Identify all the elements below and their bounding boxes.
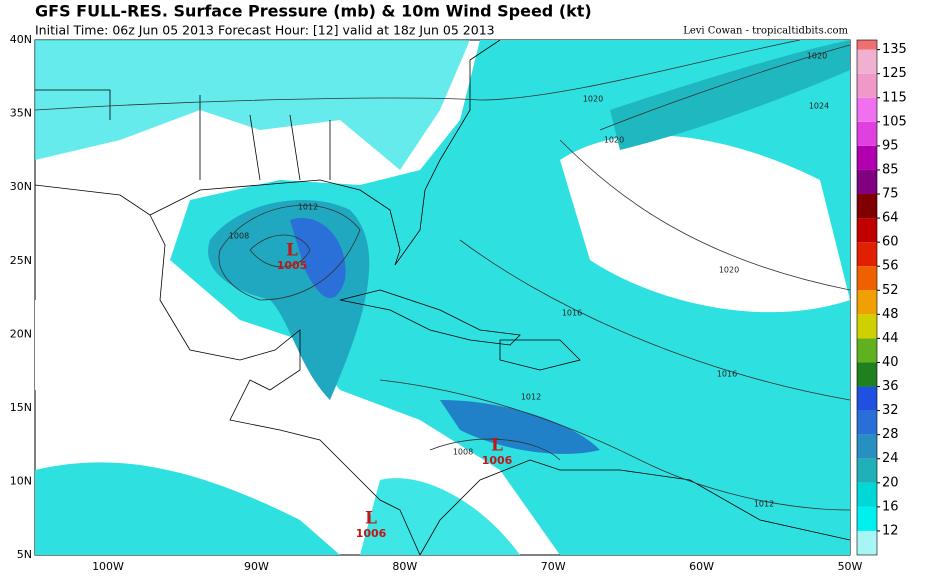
colorbar-label: 60 bbox=[882, 235, 899, 250]
colorbar-segment bbox=[857, 386, 877, 411]
lon-labels: 100W 90W 80W 70W 60W 50W bbox=[92, 560, 862, 573]
low-symbol: L bbox=[491, 436, 503, 456]
colorbar-segment bbox=[857, 482, 877, 507]
lon-label: 80W bbox=[392, 560, 417, 573]
colorbar-label: 16 bbox=[882, 499, 899, 514]
low-symbol: L bbox=[286, 241, 298, 261]
colorbar-label: 135 bbox=[882, 42, 907, 57]
colorbar-segment bbox=[857, 145, 877, 170]
colorbar-segment bbox=[857, 97, 877, 122]
low-symbol: L bbox=[365, 509, 377, 529]
isobar-label: 1012 bbox=[521, 393, 541, 402]
isobar-label: 1020 bbox=[583, 95, 603, 104]
lon-label: 50W bbox=[838, 560, 863, 573]
colorbar-label: 105 bbox=[882, 114, 907, 129]
colorbar-segment bbox=[857, 314, 877, 339]
isobar-label: 1020 bbox=[807, 52, 827, 61]
lat-label: 20N bbox=[10, 327, 32, 340]
colorbar-segment bbox=[857, 530, 877, 555]
colorbar-segment bbox=[857, 458, 877, 483]
colorbar-label: 56 bbox=[882, 259, 899, 274]
lat-label: 25N bbox=[10, 254, 32, 267]
colorbar-segment bbox=[857, 506, 877, 531]
colorbar-label: 40 bbox=[882, 355, 899, 370]
isobar-label: 1012 bbox=[298, 203, 318, 212]
lat-label: 30N bbox=[10, 180, 32, 193]
subtitle: Initial Time: 06z Jun 05 2013 Forecast H… bbox=[35, 23, 495, 38]
colorbar-label: 52 bbox=[882, 283, 899, 298]
colorbar-segment bbox=[857, 121, 877, 146]
lat-labels: 40N 35N 30N 25N 20N 15N 10N 5N bbox=[10, 33, 32, 561]
colorbar: 12 16 20 24 28 32 36 40 44 48 52 56 60 64 75 85 95 105 115… bbox=[856, 39, 907, 556]
lat-label: 40N bbox=[10, 33, 32, 46]
isobar-label: 1020 bbox=[604, 136, 624, 145]
isobar-label: 1024 bbox=[809, 102, 829, 111]
isobar-label: 1012 bbox=[754, 500, 774, 509]
colorbar-segment bbox=[857, 362, 877, 387]
title: GFS FULL-RES. Surface Pressure (mb) & 10… bbox=[35, 2, 592, 21]
colorbar-segment bbox=[857, 338, 877, 363]
isobar-label: 1008 bbox=[453, 448, 473, 457]
colorbar-label: 24 bbox=[882, 451, 899, 466]
colorbar-segment bbox=[857, 73, 877, 98]
colorbar-segment bbox=[857, 434, 877, 459]
lon-label: 90W bbox=[244, 560, 269, 573]
colorbar-frame bbox=[856, 39, 878, 556]
low-pressure: 1006 bbox=[482, 454, 513, 467]
colorbar-label: 64 bbox=[882, 211, 899, 226]
colorbar-label: 95 bbox=[882, 138, 899, 153]
colorbar-segment bbox=[857, 266, 877, 291]
colorbar-label: 44 bbox=[882, 331, 899, 346]
lat-label: 15N bbox=[10, 401, 32, 414]
colorbar-segment bbox=[857, 410, 877, 435]
colorbar-segment bbox=[857, 194, 877, 219]
low-pressure: 1005 bbox=[277, 259, 308, 272]
credit: Levi Cowan - tropicaltidbits.com bbox=[683, 26, 848, 37]
isobars bbox=[35, 40, 850, 511]
isobar-label: 1008 bbox=[229, 232, 249, 241]
lat-label: 5N bbox=[17, 548, 32, 561]
colorbar-segment bbox=[857, 218, 877, 243]
colorbar-label: 36 bbox=[882, 379, 899, 394]
lon-label: 100W bbox=[92, 560, 124, 573]
colorbar-label: 20 bbox=[882, 475, 899, 490]
colorbar-label: 32 bbox=[882, 403, 899, 418]
colorbar-label: 115 bbox=[882, 90, 907, 105]
colorbar-segment bbox=[857, 49, 877, 74]
coastlines bbox=[35, 40, 850, 555]
colorbar-segment bbox=[857, 290, 877, 315]
isobar-labels: 1020 1020 1020 1024 1020 1016 1016 1012 1008 1012… bbox=[229, 52, 829, 509]
colorbar-label: 125 bbox=[882, 66, 907, 81]
colorbar-segment bbox=[857, 242, 877, 267]
wind-field bbox=[35, 40, 850, 555]
colorbar-segment bbox=[857, 40, 877, 50]
isobar-label: 1016 bbox=[717, 370, 737, 379]
map: 1020 1020 1020 1024 1020 1016 1016 1012 1008 1012… bbox=[10, 33, 863, 573]
lat-label: 10N bbox=[10, 475, 32, 488]
colorbar-label: 48 bbox=[882, 307, 899, 322]
colorbar-label: 75 bbox=[882, 187, 899, 202]
colorbar-segment bbox=[857, 169, 877, 195]
colorbar-label: 28 bbox=[882, 427, 899, 442]
lon-label: 60W bbox=[689, 560, 714, 573]
lat-label: 35N bbox=[10, 107, 32, 120]
isobar-label: 1020 bbox=[719, 266, 739, 275]
low-pressure: 1006 bbox=[356, 527, 387, 540]
lon-label: 70W bbox=[541, 560, 566, 573]
colorbar-label: 12 bbox=[882, 523, 899, 538]
isobar-label: 1016 bbox=[562, 309, 582, 318]
colorbar-label: 85 bbox=[882, 162, 899, 177]
